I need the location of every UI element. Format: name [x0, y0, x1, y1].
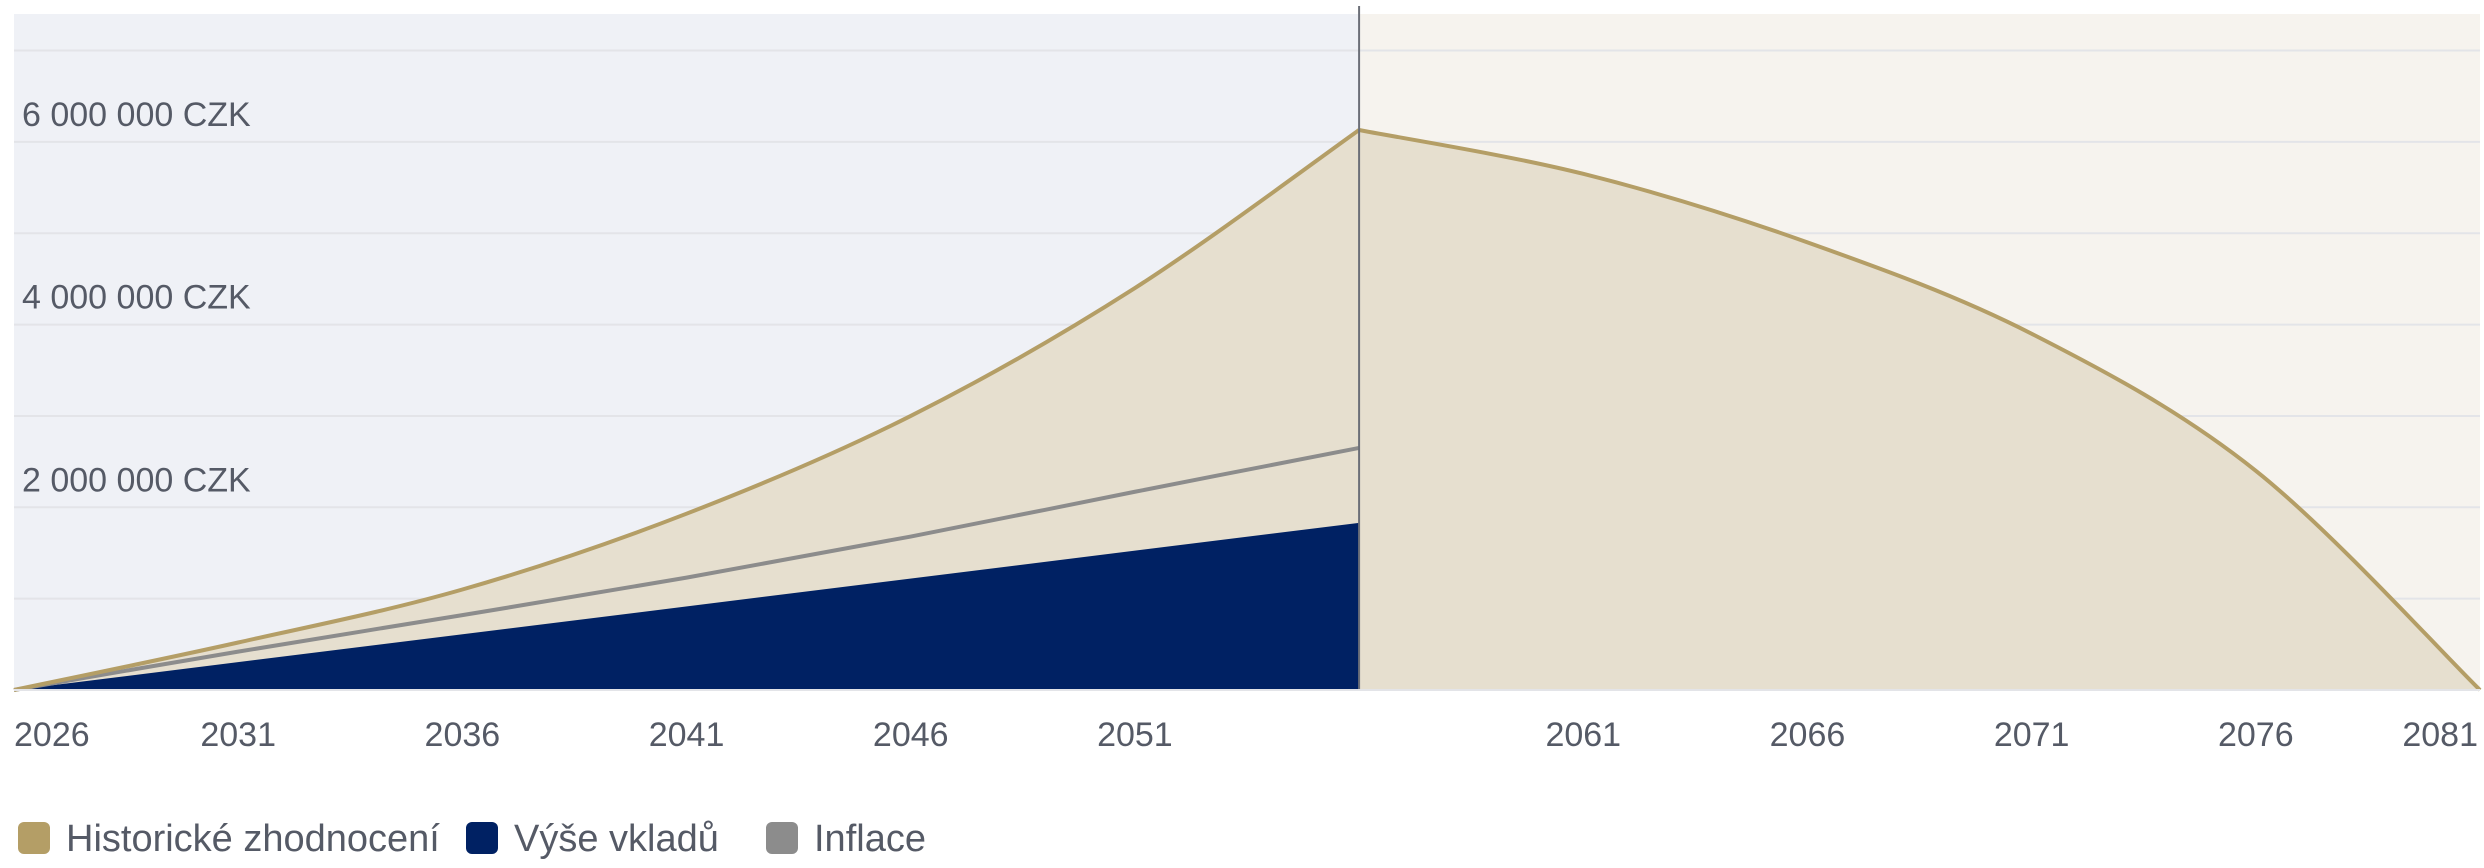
x-tick-label: 2036: [425, 716, 501, 754]
historic-area-payout: [1359, 130, 2480, 690]
legend-label: Historické zhodnocení: [66, 818, 440, 860]
legend-item-historic: Historické zhodnocení: [18, 818, 440, 860]
x-tick-label: 2081: [2402, 716, 2478, 754]
inflation-line: [13, 445, 1360, 692]
legend-swatch: [766, 822, 798, 854]
legend-item-inflation: Inflace: [766, 818, 926, 860]
historic-line-payout: [1358, 128, 2482, 692]
x-tick-label: 2076: [2218, 716, 2294, 754]
historic-line-accumulation: [13, 128, 1361, 692]
legend-label: Výše vkladů: [514, 818, 719, 860]
x-tick-label: 2051: [1097, 716, 1173, 754]
deposits-area: [14, 522, 1360, 690]
x-tick-label: 2026: [14, 716, 90, 754]
x-tick-label: 2061: [1545, 716, 1621, 754]
y-tick-label: 6 000 000 CZK: [22, 96, 251, 134]
axes: 2 000 000 CZK 4 000 000 CZK 6 000 000 CZK 2…: [14, 6, 2480, 754]
x-tick-label: 2041: [649, 716, 725, 754]
y-tick-label: 4 000 000 CZK: [22, 279, 251, 317]
x-tick-label: 2046: [873, 716, 949, 754]
x-tick-label: 2066: [1770, 716, 1846, 754]
y-tick-label: 2 000 000 CZK: [22, 461, 251, 499]
legend-swatch: [18, 822, 50, 854]
legend-label: Inflace: [814, 818, 926, 860]
legend-item-deposits: Výše vkladů: [466, 818, 719, 860]
x-tick-label: 2031: [200, 716, 276, 754]
series: [13, 128, 2482, 692]
legend-swatch: [466, 822, 498, 854]
historic-area-accumulation: [14, 130, 1360, 690]
legend: Historické zhodnocení Výše vkladů Inflace: [18, 818, 926, 860]
x-tick-label: 2071: [1994, 716, 2070, 754]
